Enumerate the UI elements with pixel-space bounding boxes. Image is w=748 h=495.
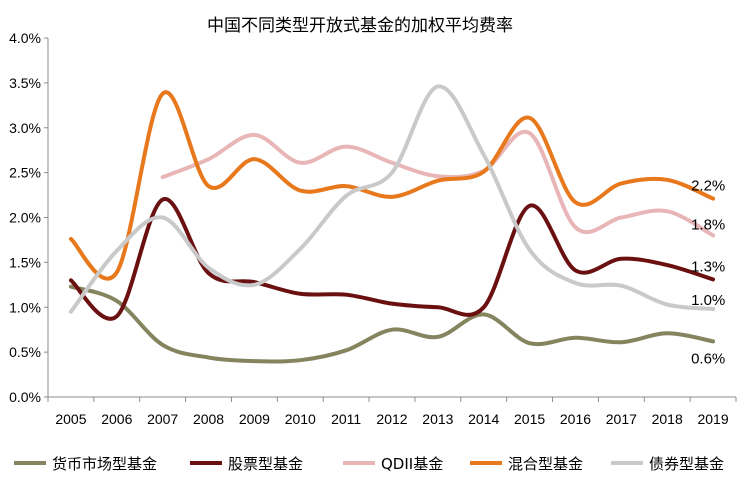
legend-label: 债券型基金: [649, 455, 724, 473]
x-tick-label: 2010: [285, 411, 316, 427]
legend-label: QDII基金: [381, 455, 443, 473]
y-tick-label: 2.5%: [9, 165, 41, 181]
y-tick-label: 2.0%: [9, 210, 41, 226]
end-label: 2.2%: [691, 178, 725, 195]
x-tick-label: 2013: [422, 411, 453, 427]
x-tick-label: 2012: [376, 411, 407, 427]
series-line-0: [68, 284, 716, 364]
x-tick-label: 2017: [606, 411, 637, 427]
x-tick-label: 2009: [239, 411, 270, 427]
x-tick-label: 2015: [514, 411, 545, 427]
series-lines: [68, 84, 716, 364]
x-axis: 2005 2006 2007 2008 2009 2010 2011 2012 2013 2014…: [47, 396, 737, 427]
x-tick-label: 2007: [147, 411, 178, 427]
x-tick-label: 2011: [331, 411, 361, 427]
x-tick-label: 2008: [193, 411, 224, 427]
x-tick-label: 2005: [55, 411, 86, 427]
series-line-2: [160, 129, 716, 238]
series-line-1: [68, 197, 716, 321]
x-tick-label: 2016: [560, 411, 591, 427]
end-label: 1.0%: [691, 292, 725, 309]
legend-label: 混合型基金: [508, 455, 583, 473]
legend: 货币市场型基金 股票型基金 QDII基金 混合型基金 债券型基金: [14, 455, 724, 473]
y-axis: 0.0% 0.5% 1.0% 1.5% 2.0% 2.5% 3.0% 3.5% 4.0%: [9, 30, 49, 405]
end-label: 0.6%: [691, 350, 725, 367]
end-label: 1.3%: [691, 258, 725, 275]
series-line-4: [68, 84, 716, 314]
end-labels: 2.2% 1.8% 1.3% 1.0% 0.6%: [691, 178, 725, 368]
x-tick-label: 2019: [697, 411, 728, 427]
y-tick-label: 4.0%: [9, 30, 41, 46]
end-label: 1.8%: [691, 216, 725, 233]
legend-label: 货币市场型基金: [52, 455, 157, 473]
y-tick-label: 0.5%: [9, 344, 41, 360]
y-tick-label: 1.5%: [9, 254, 41, 270]
chart-title: 中国不同类型开放式基金的加权平均费率: [207, 16, 513, 36]
y-tick-label: 0.0%: [9, 389, 41, 405]
y-tick-label: 3.5%: [9, 75, 41, 91]
x-tick-label: 2014: [468, 411, 499, 427]
y-tick-label: 3.0%: [9, 120, 41, 136]
legend-label: 股票型基金: [228, 455, 303, 473]
x-tick-label: 2018: [652, 411, 683, 427]
x-tick-label: 2006: [101, 411, 132, 427]
y-tick-label: 1.0%: [9, 299, 41, 315]
series-line-3: [68, 90, 716, 281]
